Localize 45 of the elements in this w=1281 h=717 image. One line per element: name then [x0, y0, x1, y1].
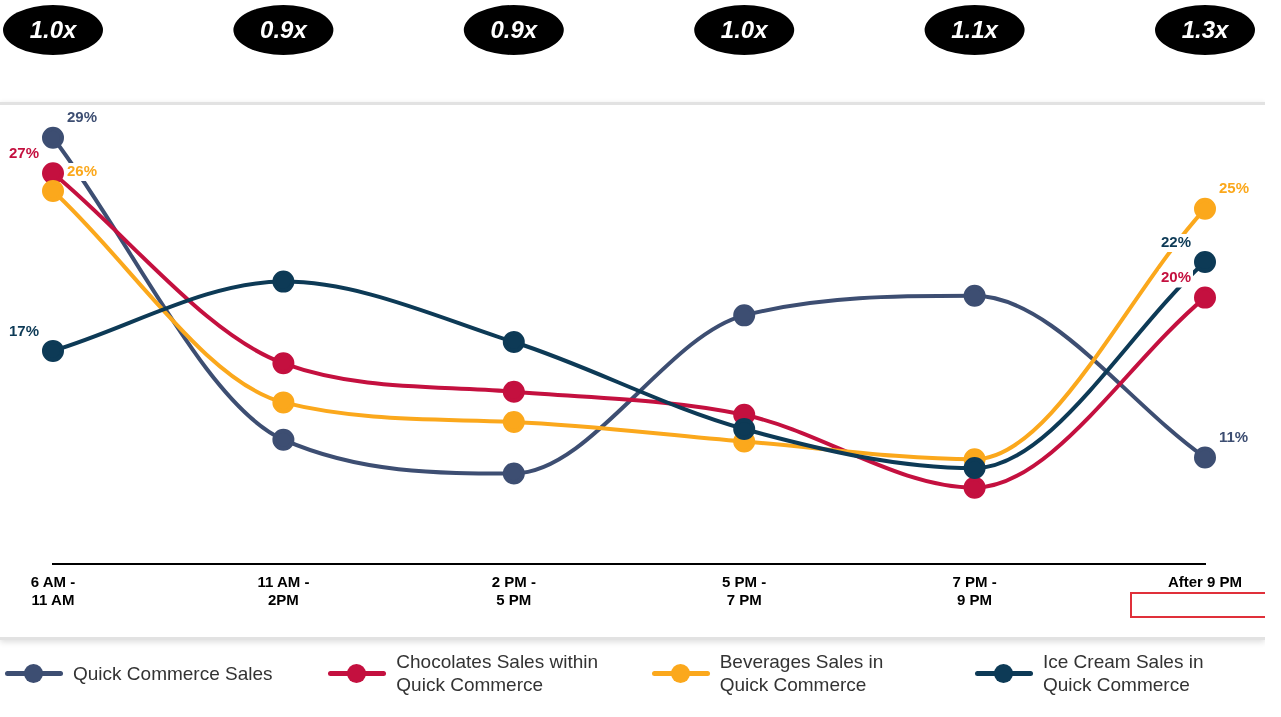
point — [963, 457, 986, 480]
point — [1194, 286, 1216, 309]
legend-label: Chocolates Sales within Quick Commerce — [396, 650, 600, 696]
text: 1.1x — [951, 15, 1000, 43]
point — [963, 476, 986, 499]
point — [1194, 446, 1216, 469]
x-tick-label: 7 PM - 9 PM — [952, 573, 997, 609]
text: 0.9x — [490, 15, 539, 43]
x-tick-label: 11 AM - 2PM — [257, 573, 310, 609]
data-label: 20% — [1160, 268, 1192, 286]
point — [1194, 251, 1216, 274]
text: 0.9x — [260, 15, 309, 43]
data-label: 27% — [8, 143, 40, 161]
text: 1.0x — [720, 15, 770, 43]
data-label: 29% — [67, 108, 98, 126]
point — [733, 304, 756, 327]
point — [272, 391, 295, 414]
point — [42, 180, 64, 203]
data-label: 17% — [8, 321, 40, 339]
point — [502, 331, 525, 353]
legend-label: Ice Cream Sales in Quick Commerce — [1042, 650, 1205, 696]
text: 1.0x — [29, 15, 78, 43]
point — [502, 380, 525, 403]
point — [963, 284, 986, 307]
legend-label: Beverages Sales in Quick Commerce — [719, 650, 885, 696]
data-label: 11% — [1219, 428, 1249, 446]
point — [502, 462, 525, 485]
x-tick-label: 2 PM - 5 PM — [491, 573, 536, 609]
point — [42, 162, 64, 185]
point — [272, 352, 295, 375]
point — [733, 418, 756, 441]
point — [42, 339, 64, 362]
point — [272, 428, 295, 451]
data-label: 25% — [1219, 179, 1250, 197]
point — [1194, 197, 1216, 220]
data-label: 26% — [67, 161, 98, 179]
legend-label: Quick Commerce Sales — [73, 661, 274, 685]
text: 1.3x — [1181, 15, 1230, 43]
point — [272, 270, 295, 293]
x-tick-label: 5 PM - 7 PM — [722, 573, 767, 609]
x-tick-label: After 9 PM — [1167, 573, 1243, 591]
data-label: 22% — [1160, 232, 1192, 250]
point — [42, 126, 64, 149]
point — [502, 410, 525, 433]
x-tick-label: 6 AM - 11 AM — [30, 573, 76, 609]
